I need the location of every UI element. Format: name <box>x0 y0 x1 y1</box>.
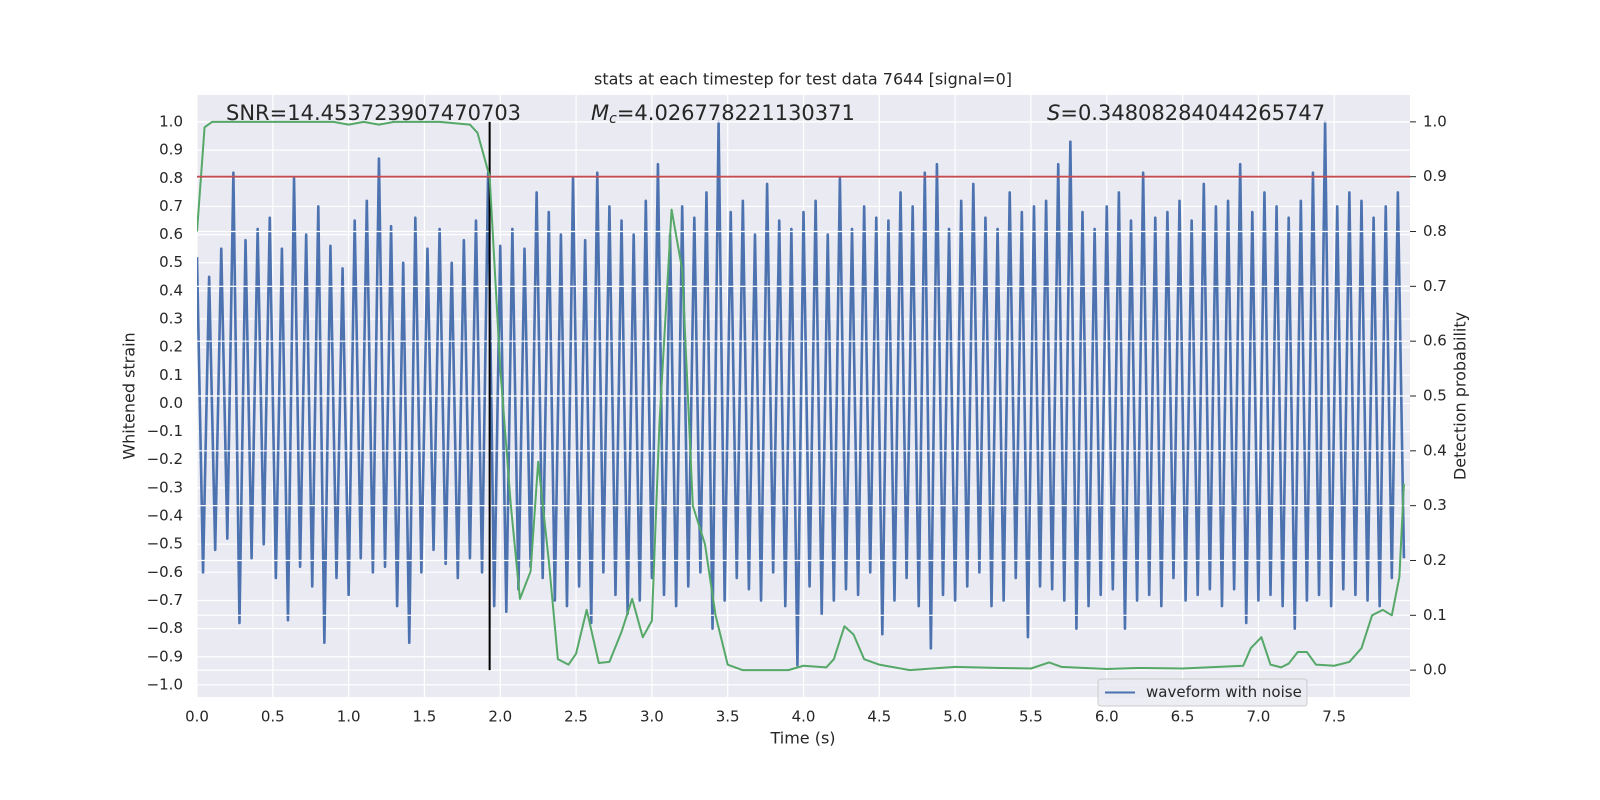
y-tick-label: −0.8 <box>147 619 183 637</box>
y-tick-label: −0.2 <box>147 450 183 468</box>
overlay: waveform with noise <box>197 120 1416 707</box>
y2-tick-label: 0.7 <box>1423 277 1447 295</box>
y2-tick-label: 0.0 <box>1423 661 1447 679</box>
y-tick-label: 1.0 <box>159 113 183 131</box>
x-tick-label: 3.5 <box>716 708 740 726</box>
y-tick-label: 0.2 <box>159 338 183 356</box>
annotation-text: =4.026778221130371 <box>617 101 855 125</box>
x-tick-label: 4.5 <box>867 708 891 726</box>
y-tick-label: −0.4 <box>147 507 183 525</box>
y-tick-label: 0.7 <box>159 197 183 215</box>
y-tick-label: −0.5 <box>147 535 183 553</box>
annotation: SNR=14.453723907470703 <box>226 101 521 125</box>
y2-series <box>197 120 1405 672</box>
y2-tick-label: 0.2 <box>1423 551 1447 569</box>
series-line <box>197 120 1405 672</box>
y-tick-label: −0.1 <box>147 422 183 440</box>
x-tick-label: 3.0 <box>640 708 664 726</box>
annotation-symbol: S <box>1047 101 1060 125</box>
x-tick-label: 5.0 <box>943 708 967 726</box>
x-tick-label: 2.0 <box>488 708 512 726</box>
y2-tick-label: 0.4 <box>1423 441 1447 459</box>
y2-tick-label: 0.6 <box>1423 332 1447 350</box>
x-tick-label: 4.0 <box>792 708 816 726</box>
annotation: S=0.34808284044265747 <box>1047 101 1325 125</box>
y-tick-label: 0.8 <box>159 169 183 187</box>
y-tick-label: 0.5 <box>159 253 183 271</box>
annotation-symbol: M <box>591 101 609 125</box>
y-tick-label: 0.0 <box>159 394 183 412</box>
x-tick-label: 5.5 <box>1019 708 1043 726</box>
y2-axis-label: Detection probability <box>1451 312 1470 480</box>
series-line <box>197 120 1406 667</box>
y-tick-label: −1.0 <box>147 675 183 693</box>
y-axis-label: Whitened strain <box>120 332 139 459</box>
y-tick-label: −0.3 <box>147 478 183 496</box>
y-tick-label: −0.9 <box>147 647 183 665</box>
x-tick-label: 0.0 <box>185 708 209 726</box>
legend-box <box>1097 678 1308 707</box>
y2-tick-label: 0.3 <box>1423 496 1447 514</box>
y-tick-label: 0.3 <box>159 310 183 328</box>
x-tick-label: 6.0 <box>1095 708 1119 726</box>
x-tick-label: 0.5 <box>261 708 285 726</box>
x-tick-label: 1.0 <box>337 708 361 726</box>
x-tick-label: 7.0 <box>1246 708 1270 726</box>
legend-label: waveform with noise <box>1146 683 1302 701</box>
plot-marks <box>197 120 1406 667</box>
x-tick-label: 7.5 <box>1322 708 1346 726</box>
chart-title: stats at each timestep for test data 764… <box>594 70 1012 89</box>
x-tick-label: 6.5 <box>1171 708 1195 726</box>
annotation-text: =0.34808284044265747 <box>1060 101 1325 125</box>
y2-tick-label: 0.1 <box>1423 606 1447 624</box>
y-tick-label: 0.9 <box>159 141 183 159</box>
y2-tick-label: 1.0 <box>1423 112 1447 130</box>
y-tick-label: −0.7 <box>147 591 183 609</box>
y2-tick-label: 0.8 <box>1423 222 1447 240</box>
x-tick-label: 1.5 <box>413 708 437 726</box>
y2-tick-label: 0.9 <box>1423 167 1447 185</box>
y-tick-label: 0.4 <box>159 281 183 299</box>
y-tick-label: 0.6 <box>159 225 183 243</box>
annotation: Mc=4.026778221130371 <box>591 101 855 127</box>
y2-tick-label: 0.5 <box>1423 387 1447 405</box>
x-tick-label: 2.5 <box>564 708 588 726</box>
y-tick-label: 0.1 <box>159 366 183 384</box>
y-tick-label: −0.6 <box>147 563 183 581</box>
annotation-subscript: c <box>609 111 617 127</box>
x-axis-label: Time (s) <box>769 729 835 748</box>
